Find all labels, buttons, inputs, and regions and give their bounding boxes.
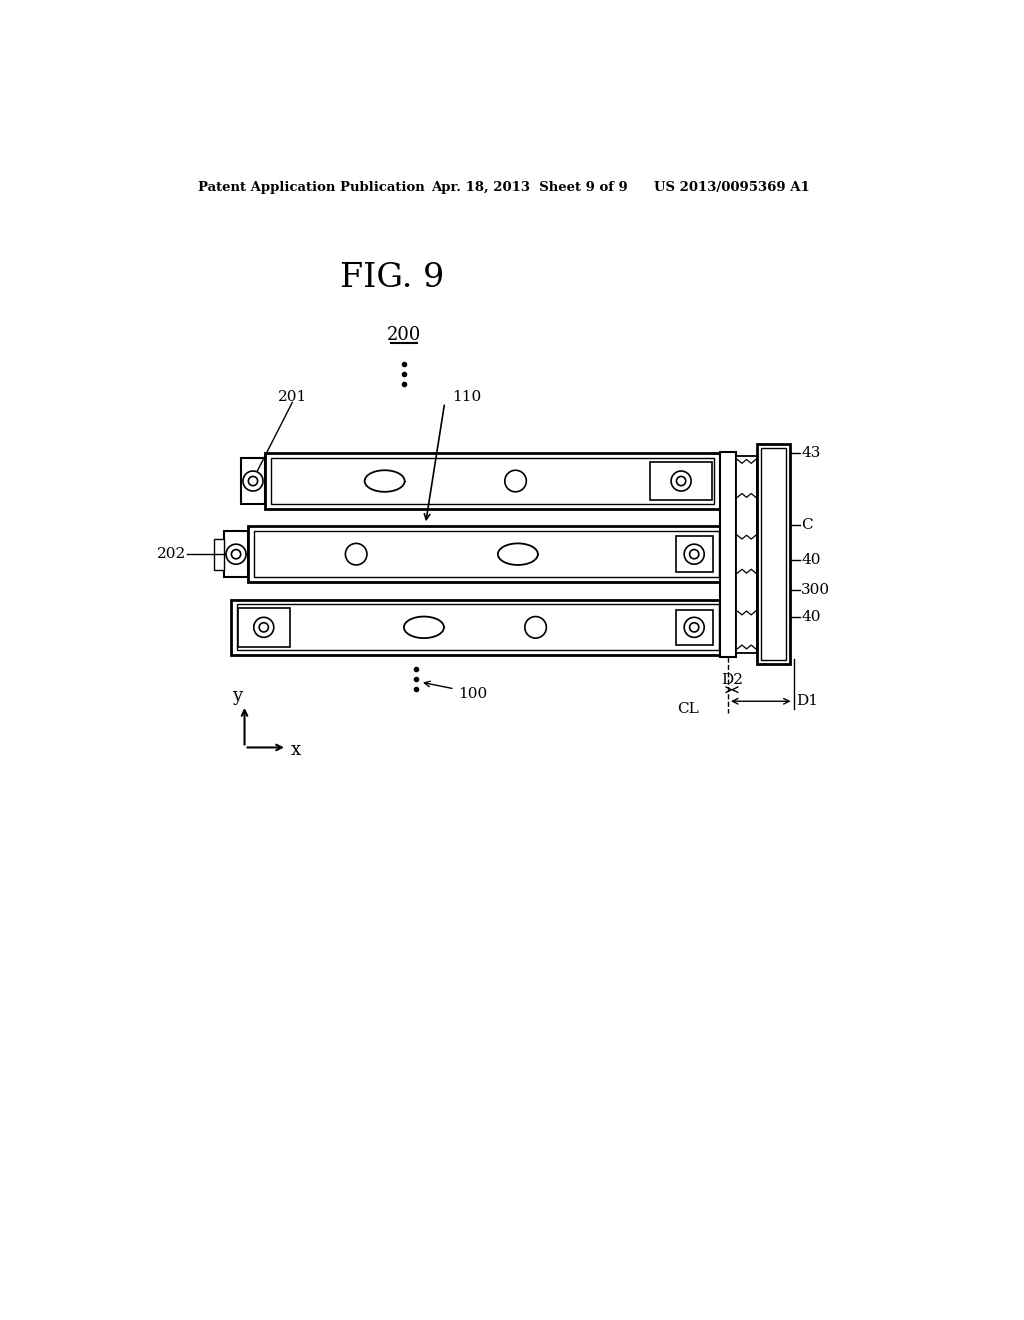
Circle shape xyxy=(684,544,705,564)
Text: 201: 201 xyxy=(278,391,307,404)
Text: 100: 100 xyxy=(459,686,487,701)
Text: 40: 40 xyxy=(801,553,820,568)
Circle shape xyxy=(259,623,268,632)
Bar xyxy=(270,458,714,504)
Ellipse shape xyxy=(498,544,538,565)
Circle shape xyxy=(345,544,367,565)
Bar xyxy=(237,605,719,651)
Bar xyxy=(241,458,265,504)
Text: US 2013/0095369 A1: US 2013/0095369 A1 xyxy=(654,181,810,194)
Bar xyxy=(254,531,719,577)
Text: x: x xyxy=(291,741,301,759)
Bar xyxy=(761,447,785,660)
Bar xyxy=(265,453,720,508)
Bar xyxy=(758,444,790,664)
Text: y: y xyxy=(231,686,242,705)
Bar xyxy=(249,527,724,582)
Circle shape xyxy=(684,618,705,638)
Text: D1: D1 xyxy=(797,694,818,709)
Bar xyxy=(231,599,724,655)
Bar xyxy=(676,536,713,572)
Bar xyxy=(223,531,249,577)
Text: Apr. 18, 2013  Sheet 9 of 9: Apr. 18, 2013 Sheet 9 of 9 xyxy=(431,181,628,194)
Ellipse shape xyxy=(403,616,444,638)
Circle shape xyxy=(689,549,698,558)
Bar xyxy=(736,455,758,653)
Text: C: C xyxy=(801,517,813,532)
Text: 200: 200 xyxy=(387,326,421,345)
Circle shape xyxy=(505,470,526,492)
Circle shape xyxy=(689,623,698,632)
Bar xyxy=(214,539,223,570)
Circle shape xyxy=(677,477,686,486)
Text: CL: CL xyxy=(677,702,698,715)
Circle shape xyxy=(671,471,691,491)
Circle shape xyxy=(226,544,246,564)
Text: 43: 43 xyxy=(801,446,820,461)
Text: 300: 300 xyxy=(801,582,830,597)
Bar xyxy=(238,609,290,647)
Ellipse shape xyxy=(365,470,404,492)
Text: Patent Application Publication: Patent Application Publication xyxy=(199,181,425,194)
Bar xyxy=(676,610,713,645)
Circle shape xyxy=(231,549,241,558)
Text: FIG. 9: FIG. 9 xyxy=(340,261,444,294)
Circle shape xyxy=(524,616,547,638)
Circle shape xyxy=(254,618,273,638)
Bar xyxy=(720,451,736,656)
Text: 202: 202 xyxy=(157,548,186,561)
Text: 40: 40 xyxy=(801,610,820,624)
Text: 110: 110 xyxy=(453,391,481,404)
Bar xyxy=(650,462,712,500)
Text: D2: D2 xyxy=(721,673,743,686)
Circle shape xyxy=(249,477,258,486)
Circle shape xyxy=(243,471,263,491)
